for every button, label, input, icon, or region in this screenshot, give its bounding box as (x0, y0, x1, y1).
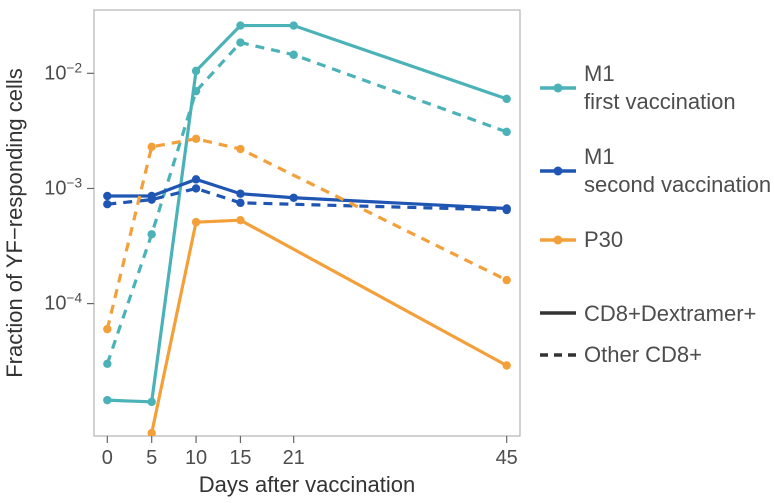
svg-text:21: 21 (283, 447, 305, 469)
legend-label-cd8-dex: CD8+Dextramer+ (584, 300, 756, 328)
svg-text:5: 5 (146, 447, 157, 469)
legend-label-other-cd8: Other CD8+ (584, 341, 702, 369)
legend-item-cd8-dex: CD8+Dextramer+ (540, 300, 771, 328)
legend-item-other-cd8: Other CD8+ (540, 341, 771, 369)
legend-item-m1-second: M1 second vaccination (540, 143, 771, 198)
legend-label-m1-first: M1 first vaccination (584, 60, 736, 115)
svg-text:10−2: 10−2 (44, 60, 82, 85)
y-axis-label: Fraction of YF−responding cells (2, 68, 27, 378)
svg-text:10−4: 10−4 (44, 290, 82, 315)
legend-swatch-m1-first (540, 78, 576, 98)
series-m1-first-solid (107, 26, 506, 402)
svg-text:10−3: 10−3 (44, 175, 82, 200)
legend-swatch-dashed (540, 345, 576, 365)
legend-swatch-p30 (540, 230, 576, 250)
legend-label-p30: P30 (584, 226, 623, 254)
series-m1-second-solid (107, 179, 506, 208)
series-p30-dashed (107, 139, 506, 329)
svg-text:10: 10 (185, 447, 207, 469)
x-axis-label: Days after vaccination (199, 472, 415, 497)
legend-swatch-solid (540, 303, 576, 323)
svg-text:45: 45 (496, 447, 518, 469)
series-m1-first-dashed (107, 43, 506, 364)
svg-text:0: 0 (102, 447, 113, 469)
legend-label-m1-second: M1 second vaccination (584, 143, 771, 198)
legend-swatch-m1-second (540, 161, 576, 181)
svg-text:15: 15 (229, 447, 251, 469)
legend-item-p30: P30 (540, 226, 771, 254)
legend-item-m1-first: M1 first vaccination (540, 60, 771, 115)
legend: M1 first vaccination M1 second vaccinati… (540, 60, 771, 397)
